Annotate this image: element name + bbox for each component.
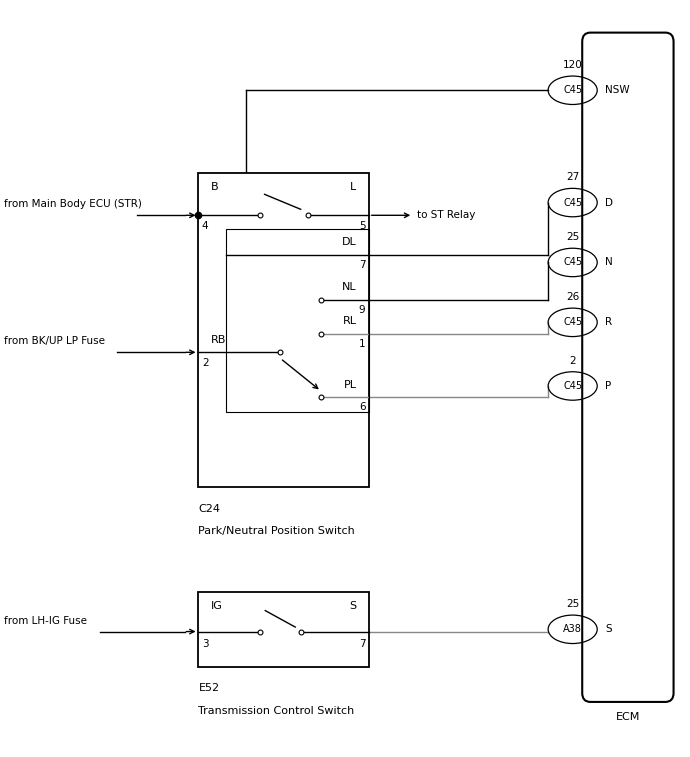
Text: RL: RL <box>343 316 357 326</box>
Text: C45: C45 <box>563 257 582 267</box>
Text: S: S <box>349 600 357 611</box>
Text: B: B <box>210 182 218 192</box>
Text: C45: C45 <box>563 381 582 391</box>
Bar <box>199 173 369 487</box>
Text: 25: 25 <box>566 599 580 609</box>
Text: DL: DL <box>342 238 357 248</box>
Text: IG: IG <box>210 600 223 611</box>
Text: ECM: ECM <box>615 712 640 721</box>
Text: N: N <box>605 257 613 267</box>
Text: 7: 7 <box>359 639 366 649</box>
Text: L: L <box>351 182 357 192</box>
Text: NL: NL <box>342 282 357 292</box>
Text: RB: RB <box>210 335 226 344</box>
Text: C45: C45 <box>563 317 582 327</box>
Text: 25: 25 <box>566 232 580 242</box>
Text: 5: 5 <box>359 221 366 232</box>
Text: Transmission Control Switch: Transmission Control Switch <box>199 706 355 715</box>
FancyBboxPatch shape <box>582 33 673 702</box>
Text: 26: 26 <box>566 292 580 302</box>
Text: C45: C45 <box>563 86 582 95</box>
Text: 7: 7 <box>359 260 366 270</box>
Text: D: D <box>605 198 613 207</box>
Bar <box>226 229 369 413</box>
Text: S: S <box>605 625 612 634</box>
Text: C24: C24 <box>199 503 220 513</box>
Text: 9: 9 <box>359 305 366 315</box>
Text: to ST Relay: to ST Relay <box>417 210 475 220</box>
Text: PL: PL <box>344 380 357 390</box>
Text: A38: A38 <box>563 625 582 634</box>
Text: C45: C45 <box>563 198 582 207</box>
Text: from LH-IG Fuse: from LH-IG Fuse <box>4 615 87 625</box>
Bar <box>199 592 369 667</box>
Text: P: P <box>605 381 611 391</box>
Text: from Main Body ECU (STR): from Main Body ECU (STR) <box>4 199 142 209</box>
Text: Park/Neutral Position Switch: Park/Neutral Position Switch <box>199 526 355 536</box>
Text: NSW: NSW <box>605 86 630 95</box>
Text: 120: 120 <box>563 60 582 70</box>
Text: E52: E52 <box>199 684 219 693</box>
Text: 4: 4 <box>202 221 208 232</box>
Text: 1: 1 <box>359 339 366 349</box>
Text: 3: 3 <box>202 639 208 649</box>
Text: from BK/UP LP Fuse: from BK/UP LP Fuse <box>4 336 105 346</box>
Text: 2: 2 <box>569 356 576 366</box>
Text: R: R <box>605 317 613 327</box>
Text: 2: 2 <box>202 358 208 369</box>
Text: 27: 27 <box>566 173 580 182</box>
Text: 6: 6 <box>359 403 366 413</box>
